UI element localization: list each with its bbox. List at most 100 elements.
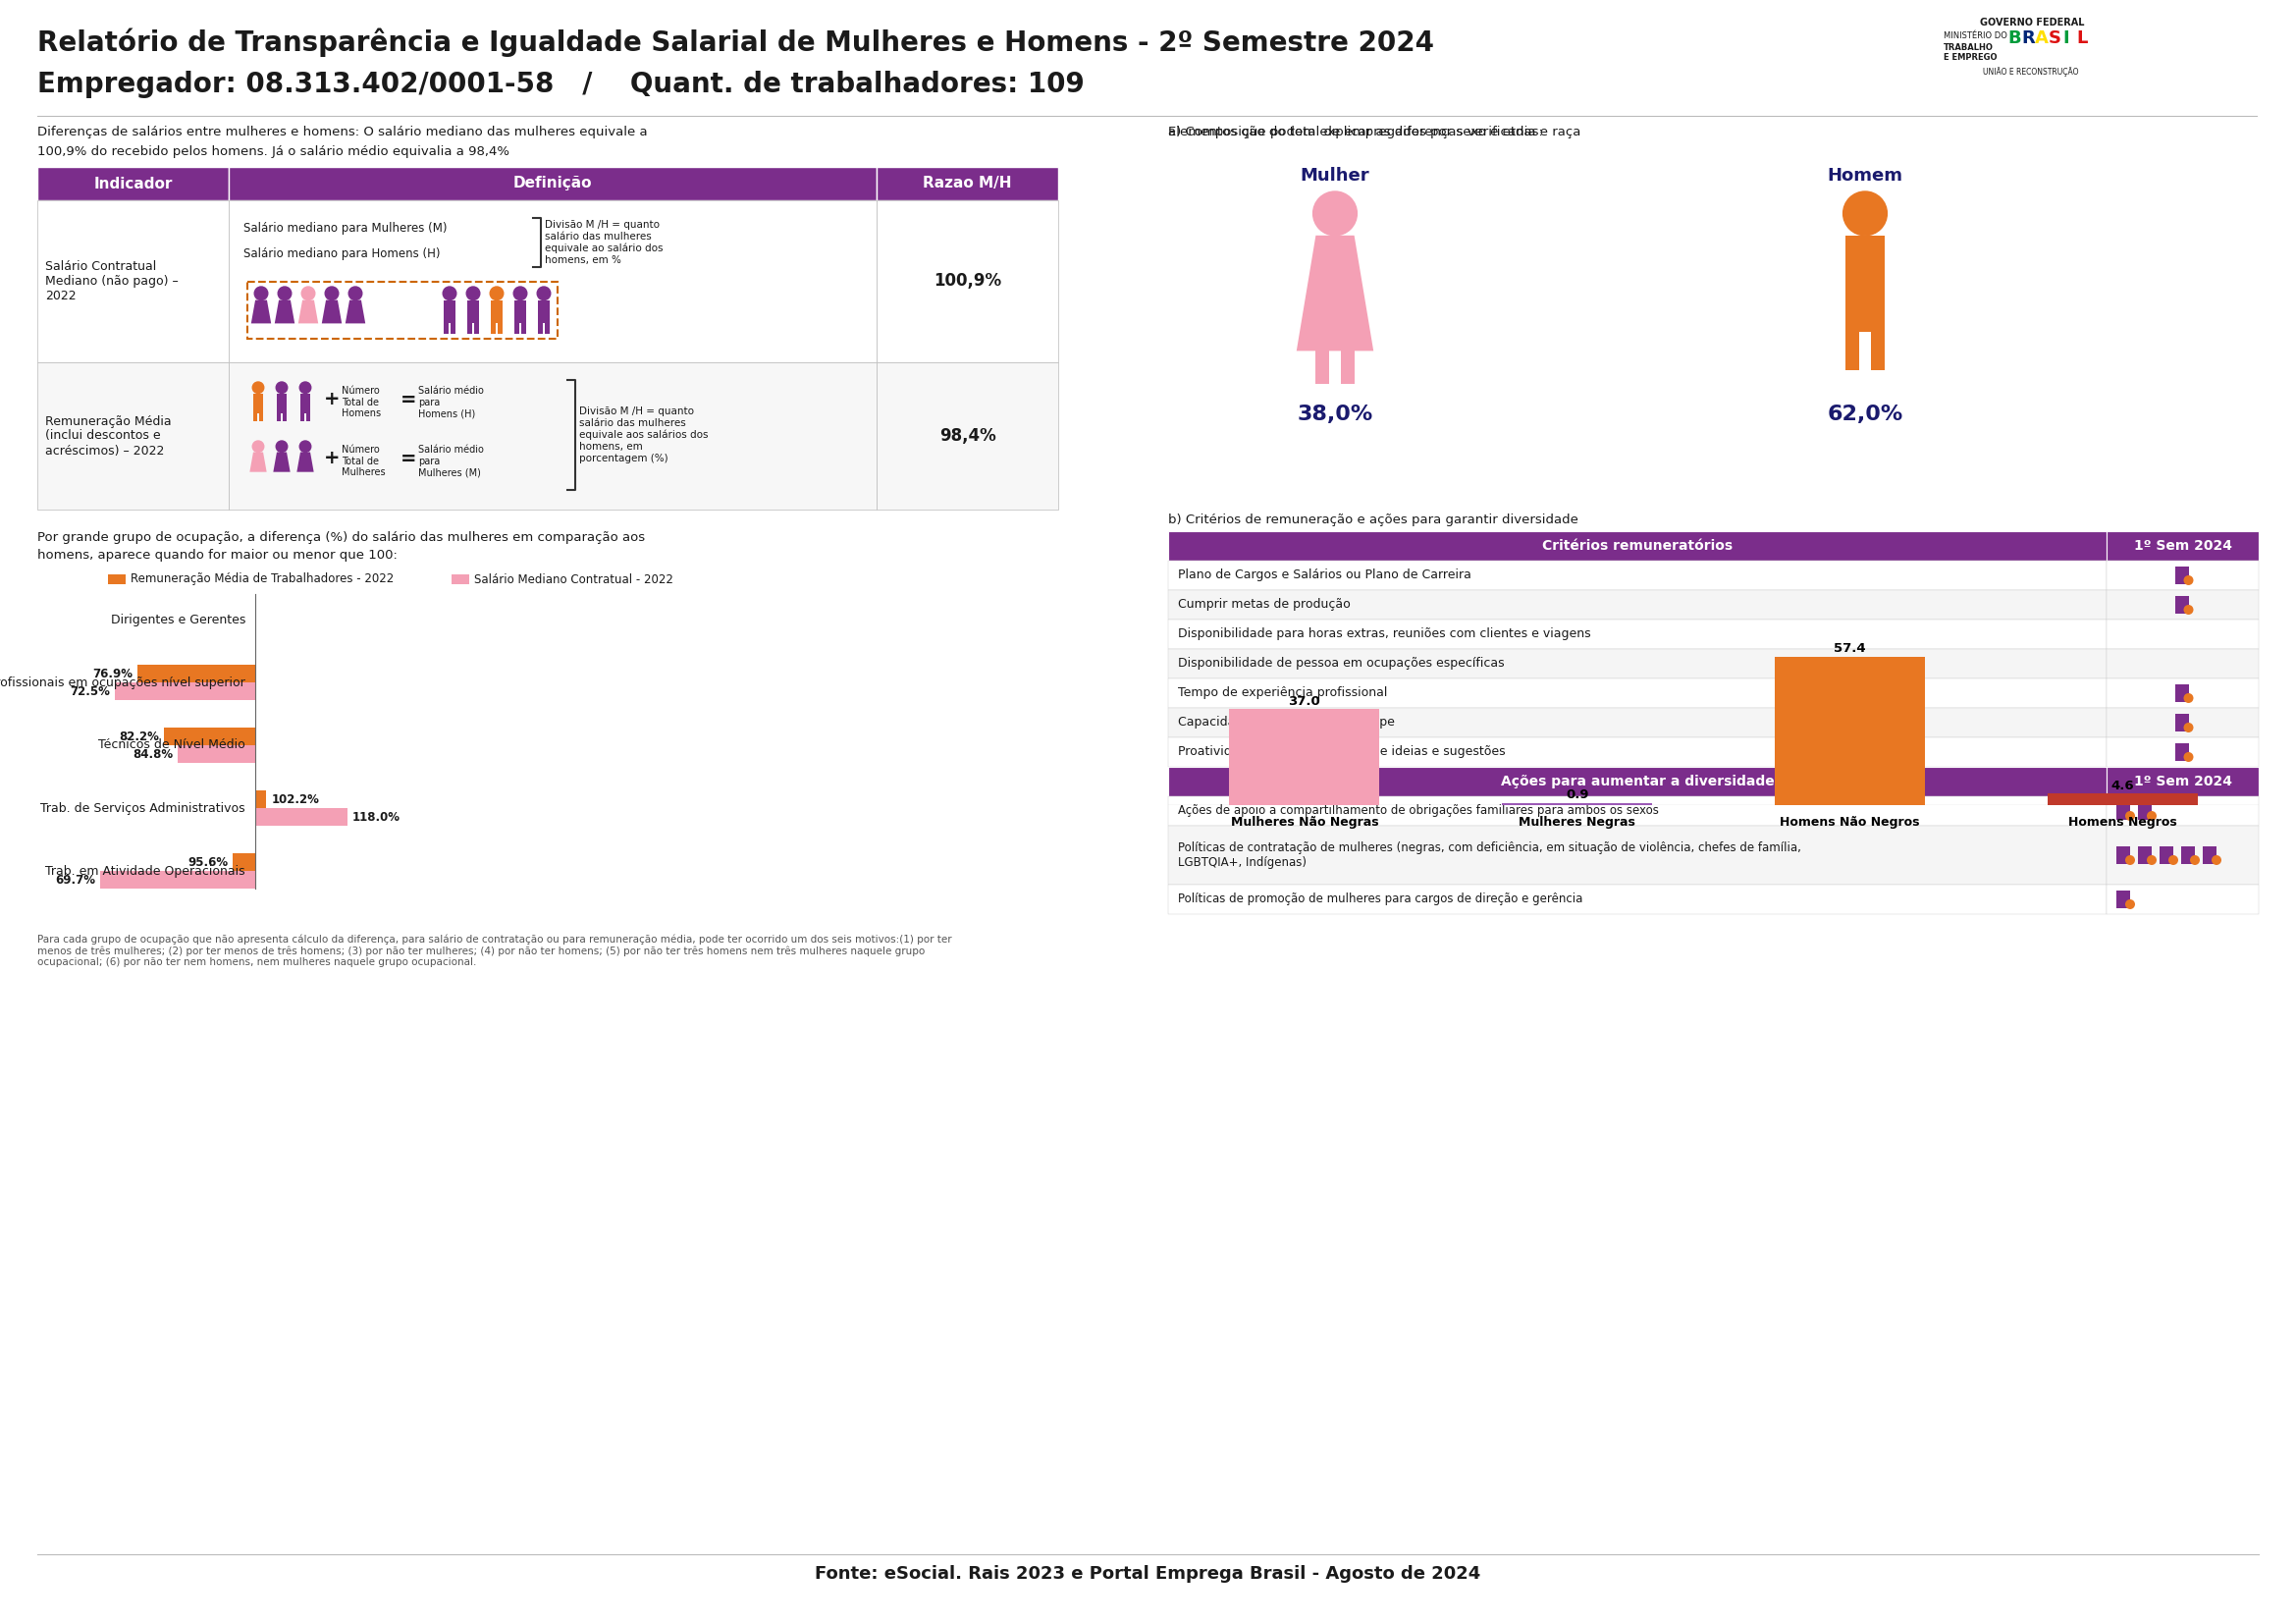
Bar xyxy=(877,362,1058,510)
Text: Disponibilidade de pessoa em ocupações específicas: Disponibilidade de pessoa em ocupações e… xyxy=(1178,657,1504,670)
Text: Definição: Definição xyxy=(512,177,592,192)
Text: 82.2%: 82.2% xyxy=(119,730,158,743)
Text: I: I xyxy=(2062,29,2069,47)
Bar xyxy=(2105,766,2259,797)
Text: Profissionais em ocupações nível superior: Profissionais em ocupações nível superio… xyxy=(0,677,246,688)
Bar xyxy=(1871,331,1885,370)
Bar xyxy=(498,323,503,333)
Text: 0.9: 0.9 xyxy=(1566,789,1589,802)
Circle shape xyxy=(301,441,310,453)
Text: Fonte: eSocial. Rais 2023 e Portal Emprega Brasil - Agosto de 2024: Fonte: eSocial. Rais 2023 e Portal Empre… xyxy=(815,1565,1481,1582)
Bar xyxy=(468,300,480,323)
Bar xyxy=(2105,797,2259,826)
Circle shape xyxy=(253,441,264,453)
Text: Homens Não Negros: Homens Não Negros xyxy=(1779,815,1919,828)
Text: 69.7%: 69.7% xyxy=(55,873,96,886)
Text: Por grande grupo de ocupação, a diferença (%) do salário das mulheres em compara: Por grande grupo de ocupação, a diferenç… xyxy=(37,531,645,544)
Circle shape xyxy=(276,441,287,453)
Text: Homens Negros: Homens Negros xyxy=(2069,815,2177,828)
Bar xyxy=(37,167,230,200)
Bar xyxy=(1316,351,1329,385)
Text: Homem: Homem xyxy=(1828,167,1903,185)
Bar xyxy=(177,745,255,763)
Polygon shape xyxy=(296,453,315,472)
Text: homens, aparece quando for maior ou menor que 100:: homens, aparece quando for maior ou meno… xyxy=(37,549,397,562)
Circle shape xyxy=(2183,576,2193,586)
Bar xyxy=(537,323,542,333)
Bar xyxy=(1169,620,2105,649)
Text: Cumprir metas de produção: Cumprir metas de produção xyxy=(1178,599,1350,612)
Bar xyxy=(2174,685,2188,703)
Text: Para cada grupo de ocupação que não apresenta cálculo da diferença, para salário: Para cada grupo de ocupação que não apre… xyxy=(37,933,953,967)
Text: 102.2%: 102.2% xyxy=(271,794,319,805)
Text: Mulheres Negras: Mulheres Negras xyxy=(1518,815,1635,828)
Bar xyxy=(2138,846,2151,863)
Bar xyxy=(255,790,266,808)
Text: Salário médio
para
Mulheres (M): Salário médio para Mulheres (M) xyxy=(418,445,484,477)
Text: Divisão M /H = quanto
salário das mulheres
equivale ao salário dos
homens, em %: Divisão M /H = quanto salário das mulher… xyxy=(544,221,664,265)
Polygon shape xyxy=(250,453,266,472)
Bar xyxy=(2117,891,2131,909)
Text: 4.6: 4.6 xyxy=(2110,779,2133,792)
Circle shape xyxy=(253,381,264,393)
Text: Mulheres Não Negras: Mulheres Não Negras xyxy=(1231,815,1378,828)
Bar xyxy=(2105,620,2259,649)
Bar xyxy=(1169,649,2105,678)
Text: Dirigentes e Gerentes: Dirigentes e Gerentes xyxy=(110,613,246,626)
Bar xyxy=(2105,560,2259,591)
Bar xyxy=(37,200,230,362)
Bar xyxy=(108,575,126,584)
Text: MINISTÉRIO DO: MINISTÉRIO DO xyxy=(1945,31,2007,41)
Text: A: A xyxy=(2034,29,2048,47)
Bar xyxy=(253,393,264,412)
Text: Técnicos de Nível Médio: Técnicos de Nível Médio xyxy=(99,738,246,751)
Circle shape xyxy=(276,381,287,393)
Bar xyxy=(1775,656,1924,805)
Bar xyxy=(1169,737,2105,766)
Bar xyxy=(230,200,877,362)
Bar xyxy=(2138,802,2151,820)
Bar xyxy=(468,323,473,333)
Text: UNIÃO E RECONSTRUÇÃO: UNIÃO E RECONSTRUÇÃO xyxy=(1984,67,2078,76)
Bar xyxy=(1169,826,2105,885)
Bar xyxy=(2174,743,2188,761)
Bar xyxy=(443,300,455,323)
Circle shape xyxy=(326,287,338,300)
Text: Divisão M /H = quanto
salário das mulheres
equivale aos salários dos
homens, em
: Divisão M /H = quanto salário das mulher… xyxy=(579,407,707,463)
Text: Número
Total de
Homens: Número Total de Homens xyxy=(342,386,381,419)
Text: 118.0%: 118.0% xyxy=(351,810,400,823)
Circle shape xyxy=(255,287,269,300)
Bar xyxy=(2117,846,2131,863)
Bar xyxy=(2174,566,2188,584)
Bar xyxy=(282,412,287,422)
Bar xyxy=(2202,846,2216,863)
Bar xyxy=(544,323,549,333)
Text: Critérios remuneratórios: Critérios remuneratórios xyxy=(1543,539,1733,553)
Circle shape xyxy=(2183,722,2193,732)
Circle shape xyxy=(278,287,292,300)
Bar xyxy=(2174,596,2188,613)
Text: b) Critérios de remuneração e ações para garantir diversidade: b) Critérios de remuneração e ações para… xyxy=(1169,513,1577,526)
Text: Trab. de Serviços Administrativos: Trab. de Serviços Administrativos xyxy=(41,802,246,815)
Polygon shape xyxy=(276,300,294,323)
Text: Razao M/H: Razao M/H xyxy=(923,177,1013,192)
Bar xyxy=(877,200,1058,362)
Text: 57.4: 57.4 xyxy=(1835,643,1867,656)
Bar xyxy=(1169,560,2105,591)
Circle shape xyxy=(489,287,503,300)
Bar xyxy=(473,323,480,333)
Circle shape xyxy=(1313,192,1357,235)
Bar xyxy=(2161,846,2174,863)
Polygon shape xyxy=(321,300,342,323)
Circle shape xyxy=(2126,812,2135,821)
Circle shape xyxy=(2183,693,2193,703)
Text: 100,9%: 100,9% xyxy=(934,273,1001,291)
Bar xyxy=(37,362,230,510)
Bar xyxy=(1169,591,2105,620)
Bar xyxy=(259,412,264,422)
Bar xyxy=(230,362,877,510)
Bar xyxy=(101,872,255,888)
Text: Empregador: 08.313.402/0001-58   /    Quant. de trabalhadores: 109: Empregador: 08.313.402/0001-58 / Quant. … xyxy=(37,71,1084,97)
Text: L: L xyxy=(2076,29,2087,47)
Polygon shape xyxy=(344,300,365,323)
